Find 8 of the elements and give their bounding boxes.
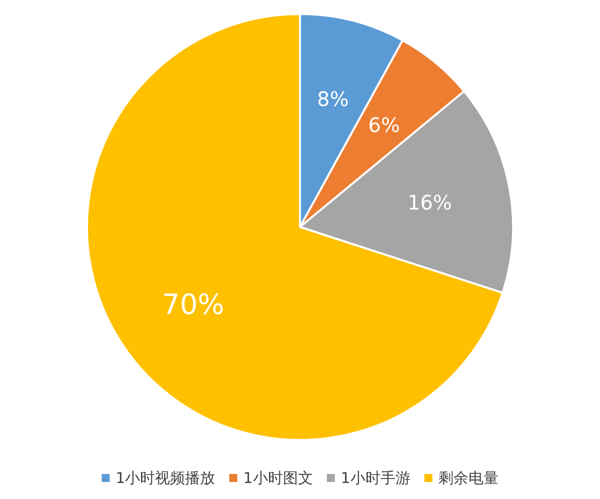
data-label: 70% [162, 288, 224, 322]
legend-label: 1小时图文 [243, 469, 313, 487]
data-label: 16% [407, 190, 452, 214]
legend-label: 1小时手游 [340, 469, 410, 487]
data-label: 6% [368, 113, 400, 138]
data-label: 8% [316, 87, 349, 112]
legend-label: 1小时视频播放 [116, 469, 216, 487]
legend-label: 剩余电量 [438, 469, 498, 487]
